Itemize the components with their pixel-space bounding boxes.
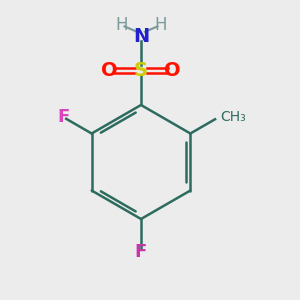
Text: O: O: [101, 61, 118, 80]
Text: H: H: [154, 16, 167, 34]
Text: F: F: [135, 243, 147, 261]
Text: H: H: [115, 16, 128, 34]
Text: O: O: [164, 61, 181, 80]
Text: F: F: [57, 108, 69, 126]
Text: CH₃: CH₃: [220, 110, 246, 124]
Text: N: N: [133, 26, 149, 46]
Text: S: S: [134, 61, 148, 80]
